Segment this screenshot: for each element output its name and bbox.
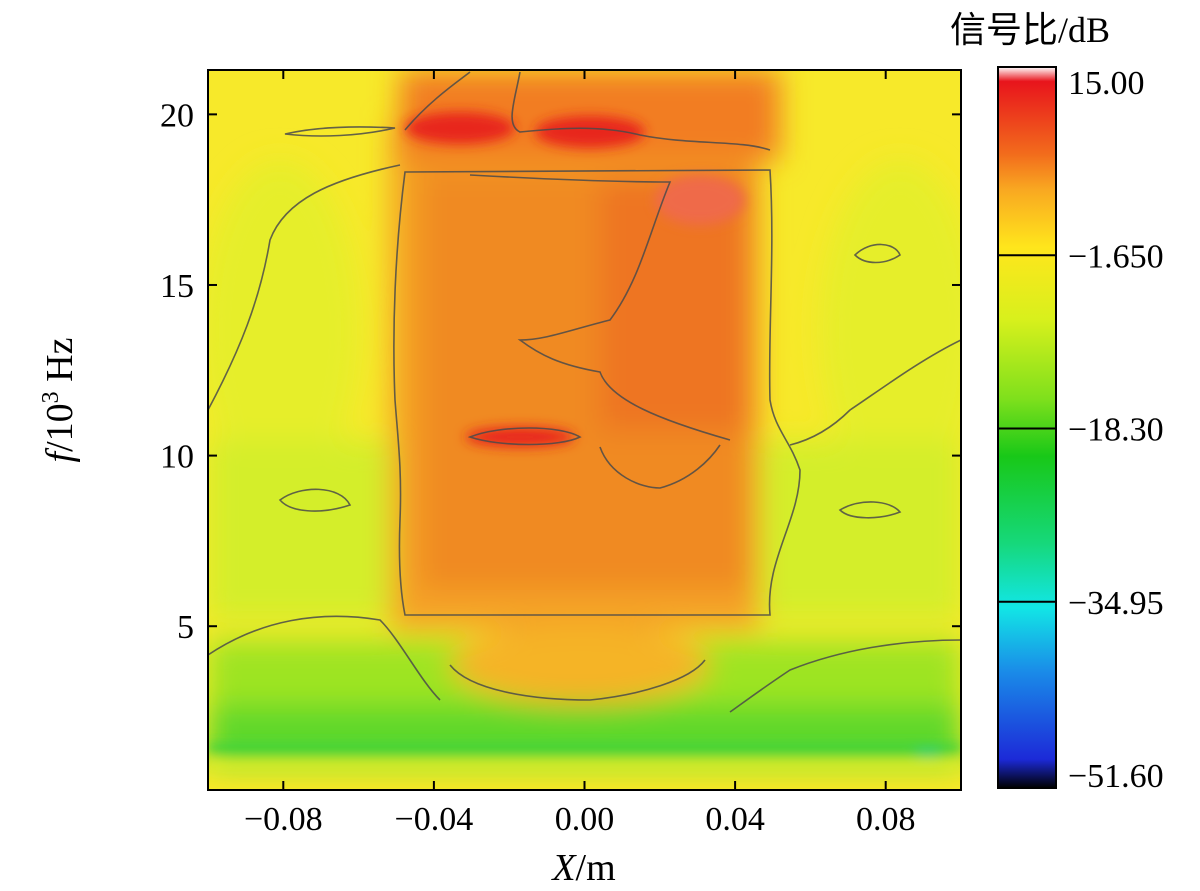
contour-left-green [208, 615, 441, 701]
zone-lower-orange [450, 625, 710, 705]
contour-right-green [729, 639, 961, 713]
y-tick-label: 5 [177, 609, 194, 646]
contour-top-hot [404, 71, 771, 151]
x-axis-label: X/m [550, 847, 615, 889]
x-tick-label: 0.04 [705, 801, 765, 838]
x-tick-label: −0.08 [244, 801, 323, 838]
contour-left-small [278, 488, 352, 512]
plot-area [208, 70, 961, 790]
colorbar-tick-label: −18.30 [1068, 412, 1164, 449]
contour-inner-orange [469, 174, 731, 441]
contour-bottom-dome [449, 659, 706, 701]
colorbar-title: 信号比/dB [950, 10, 1110, 50]
hotspot-right-pink [655, 175, 745, 225]
colorbar-tick-label: −34.95 [1068, 585, 1164, 622]
colorbar-tick-label: −51.60 [1068, 758, 1164, 795]
x-tick-label: 0.08 [856, 801, 916, 838]
y-axis: 5 10 15 20 [160, 97, 961, 646]
hotspot-top-center [535, 116, 645, 148]
colorbar-tick-label: 15.00 [1068, 65, 1145, 102]
contour-right-small [838, 501, 902, 519]
x-axis: −0.08 −0.04 0.00 0.04 0.08 [244, 70, 915, 838]
colorbar-tick-label: −1.650 [1068, 238, 1164, 275]
contour-top-left-small [284, 126, 396, 137]
zone-right-greenish [820, 160, 961, 500]
contour-center-column [393, 169, 801, 616]
contour-10k-ellipse [467, 427, 582, 446]
zone-mid-band-left [208, 440, 408, 620]
colorbar-ticks: 15.00 −1.650 −18.30 −34.95 −51.60 [998, 65, 1164, 795]
contour-top-right-small [853, 243, 901, 264]
bottom-stripe-green [208, 744, 961, 752]
zone-mid-band-right [760, 440, 961, 620]
y-tick-label: 15 [160, 268, 194, 305]
x-tick-label: −0.04 [395, 801, 474, 838]
colorbar: 信号比/dB 15.00 −1.650 −18.30 −34.95 −51.60 [950, 10, 1164, 795]
hotspot-top-left [405, 112, 515, 144]
bottom-stripe [208, 762, 961, 770]
y-tick-label: 20 [160, 97, 194, 134]
y-axis-label: f/103 Hz [38, 338, 81, 463]
zone-bottom-green [208, 705, 961, 765]
zone-right-red-orange [600, 180, 750, 430]
contour-lines [208, 71, 961, 713]
contour-lower-dome [599, 444, 721, 489]
x-tick-label: 0.00 [555, 801, 615, 838]
contour-right-yellow [789, 339, 961, 446]
y-tick-label: 10 [160, 439, 194, 476]
contour-left-yellow [208, 164, 401, 411]
zone-left-greenish [208, 160, 360, 500]
